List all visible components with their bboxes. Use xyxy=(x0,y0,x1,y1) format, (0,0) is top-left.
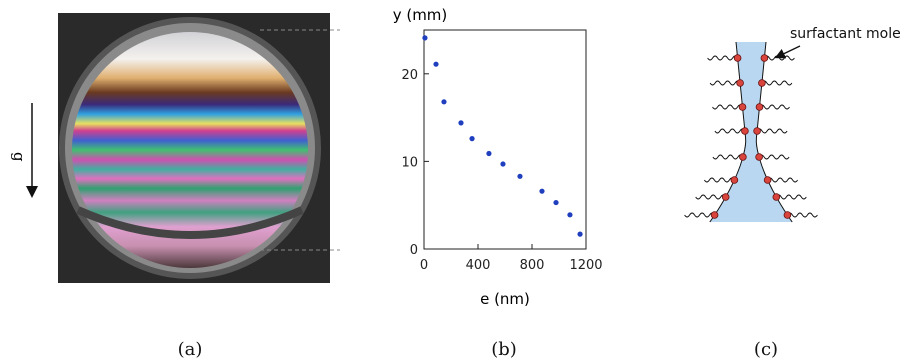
head xyxy=(721,193,730,201)
point xyxy=(539,188,545,194)
tail xyxy=(712,154,744,160)
point xyxy=(422,35,428,41)
tail xyxy=(707,55,738,61)
head xyxy=(755,153,763,161)
tail xyxy=(709,80,741,86)
surfactant-diagram xyxy=(684,41,818,223)
head xyxy=(772,193,781,201)
plot-frame xyxy=(423,29,587,250)
head xyxy=(738,103,747,111)
gravity-label: g xyxy=(10,152,28,162)
tail xyxy=(775,194,807,200)
panel-label: (a) xyxy=(178,339,203,360)
x-tick-label: 800 xyxy=(520,258,545,273)
tail xyxy=(704,177,735,183)
head xyxy=(783,211,792,219)
y-tick-label: 0 xyxy=(410,243,418,258)
head xyxy=(730,176,739,184)
point xyxy=(567,212,573,218)
tail xyxy=(695,194,727,200)
head xyxy=(758,79,766,87)
head xyxy=(733,54,742,62)
x-tick-label: 400 xyxy=(466,258,491,273)
tail xyxy=(759,104,790,110)
panel-label: (c) xyxy=(754,339,778,360)
point xyxy=(433,61,439,67)
film-photo xyxy=(58,13,340,283)
point xyxy=(441,99,447,105)
tail xyxy=(764,55,795,61)
point xyxy=(458,120,464,126)
tail xyxy=(761,80,793,86)
tail xyxy=(756,128,788,134)
point xyxy=(469,136,475,142)
x-tick-label: 0 xyxy=(420,258,428,273)
tail xyxy=(714,128,746,134)
head xyxy=(753,127,761,135)
y-axis-label: y (mm) xyxy=(393,6,448,24)
x-axis-label: e (nm) xyxy=(480,290,530,308)
tail xyxy=(712,104,743,110)
head xyxy=(739,153,747,161)
tail xyxy=(767,177,798,183)
tail xyxy=(787,212,818,218)
head xyxy=(710,211,719,219)
head xyxy=(755,103,764,111)
tail xyxy=(758,154,790,160)
annotation-arrow xyxy=(774,45,801,59)
panel-label: (b) xyxy=(491,339,517,360)
tail xyxy=(684,212,715,218)
annotation: surfactant molecule xyxy=(790,26,901,42)
point xyxy=(553,199,559,206)
head xyxy=(736,79,744,87)
y-tick-label: 20 xyxy=(401,68,418,83)
y-tick-label: 10 xyxy=(401,155,418,170)
film xyxy=(709,42,793,222)
x-tick-label: 1200 xyxy=(569,258,602,273)
head xyxy=(741,127,749,135)
point xyxy=(577,231,583,237)
point xyxy=(486,150,492,157)
point xyxy=(517,173,523,179)
point xyxy=(500,161,506,167)
head xyxy=(760,54,769,62)
head xyxy=(763,176,772,184)
